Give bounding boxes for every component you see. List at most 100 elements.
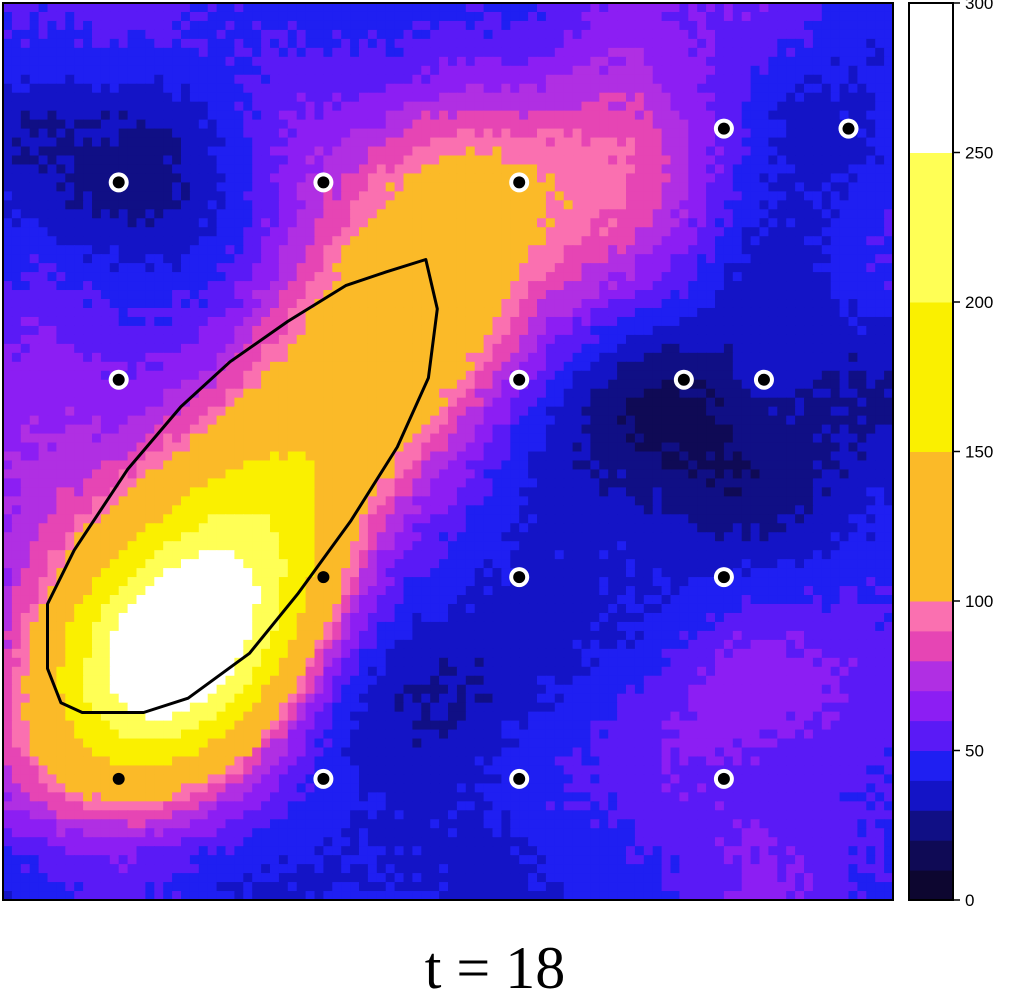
heatmap-cell — [768, 182, 778, 192]
heatmap-cell — [492, 388, 502, 399]
heatmap-cell — [163, 316, 173, 327]
heatmap-cell — [545, 236, 556, 246]
heatmap-cell — [305, 92, 316, 103]
heatmap-cell — [652, 128, 663, 139]
heatmap-cell — [29, 56, 40, 67]
heatmap-cell — [74, 74, 84, 85]
heatmap-cell — [11, 424, 22, 435]
heatmap-cell — [795, 83, 805, 94]
heatmap-cell — [812, 334, 823, 345]
heatmap-cell — [750, 65, 761, 76]
heatmap-cell — [38, 379, 49, 390]
heatmap-cell — [189, 272, 200, 282]
heatmap-cell — [483, 424, 494, 435]
heatmap-cell — [465, 110, 476, 121]
heatmap-cell — [278, 442, 289, 453]
heatmap-cell — [875, 65, 885, 76]
heatmap-cell — [287, 56, 298, 67]
heatmap-cell — [163, 65, 173, 76]
heatmap-cell — [581, 406, 591, 417]
heatmap-cell — [359, 334, 369, 345]
heatmap-cell — [501, 254, 511, 264]
heatmap-cell — [884, 200, 894, 210]
heatmap-cell — [706, 397, 716, 408]
heatmap-cell — [109, 83, 120, 94]
heatmap-cell — [875, 182, 885, 192]
heatmap-cell — [216, 182, 227, 192]
heatmap-cell — [163, 164, 173, 175]
heatmap-cell — [83, 343, 93, 354]
heatmap-cell — [350, 92, 360, 103]
heatmap-cell — [626, 128, 636, 139]
heatmap-cell — [626, 137, 636, 148]
heatmap-cell — [145, 415, 155, 426]
heatmap-cell — [634, 11, 645, 22]
heatmap-cell — [670, 20, 680, 31]
heatmap-cell — [243, 325, 253, 336]
heatmap-cell — [394, 406, 405, 417]
heatmap-cell — [804, 128, 814, 139]
heatmap-cell — [652, 245, 663, 255]
heatmap-cell — [474, 218, 485, 228]
heatmap-cell — [145, 173, 155, 183]
heatmap-cell — [261, 236, 271, 246]
heatmap-cell — [697, 3, 707, 13]
heatmap-cell — [821, 343, 832, 354]
heatmap-cell — [812, 56, 823, 67]
heatmap-cell — [483, 11, 494, 22]
heatmap-cell — [537, 137, 547, 148]
heatmap-cell — [812, 11, 823, 22]
heatmap-cell — [768, 56, 778, 67]
heatmap-cell — [403, 245, 413, 255]
heatmap-cell — [661, 65, 672, 76]
heatmap-cell — [92, 56, 102, 67]
heatmap-cell — [750, 406, 761, 417]
heatmap-cell — [47, 191, 57, 201]
heatmap-cell — [198, 361, 209, 372]
heatmap-cell — [403, 263, 413, 273]
heatmap-cell — [821, 182, 832, 192]
heatmap-cell — [448, 415, 458, 426]
heatmap-cell — [884, 137, 894, 148]
heatmap-cell — [172, 74, 182, 85]
heatmap-cell — [11, 128, 22, 139]
heatmap-cell — [3, 83, 13, 94]
heatmap-cell — [768, 433, 778, 444]
heatmap-cell — [715, 110, 725, 121]
heatmap-cell — [537, 155, 547, 166]
heatmap-cell — [216, 83, 227, 94]
heatmap-cell — [385, 299, 396, 309]
heatmap-cell — [741, 290, 752, 300]
heatmap-cell — [590, 83, 600, 94]
heatmap-cell — [839, 352, 850, 363]
heatmap-cell — [385, 388, 396, 399]
heatmap-cell — [563, 263, 574, 273]
heatmap-cell — [661, 236, 672, 246]
heatmap-cell — [314, 379, 324, 390]
heatmap-cell — [732, 155, 743, 166]
heatmap-cell — [670, 128, 680, 139]
heatmap-cell — [732, 406, 743, 417]
heatmap-cell — [456, 200, 467, 210]
heatmap-cell — [848, 370, 858, 381]
heatmap-cell — [465, 200, 476, 210]
heatmap-cell — [270, 146, 280, 157]
heatmap-cell — [216, 74, 227, 85]
heatmap-cell — [474, 119, 485, 130]
heatmap-cell — [661, 254, 672, 264]
heatmap-cell — [608, 388, 618, 399]
heatmap-cell — [376, 209, 387, 219]
heatmap-cell — [777, 110, 787, 121]
heatmap-cell — [216, 137, 227, 148]
heatmap-cell — [795, 182, 805, 192]
heatmap-cell — [688, 236, 698, 246]
heatmap-cell — [332, 38, 342, 49]
heatmap-cell — [617, 424, 627, 435]
heatmap-cell — [412, 281, 422, 291]
heatmap-cell — [314, 245, 324, 255]
heatmap-cell — [430, 29, 440, 40]
heatmap-cell — [65, 290, 75, 300]
heatmap-cell — [278, 3, 289, 13]
heatmap-cell — [652, 3, 663, 13]
heatmap-cell — [554, 47, 565, 58]
